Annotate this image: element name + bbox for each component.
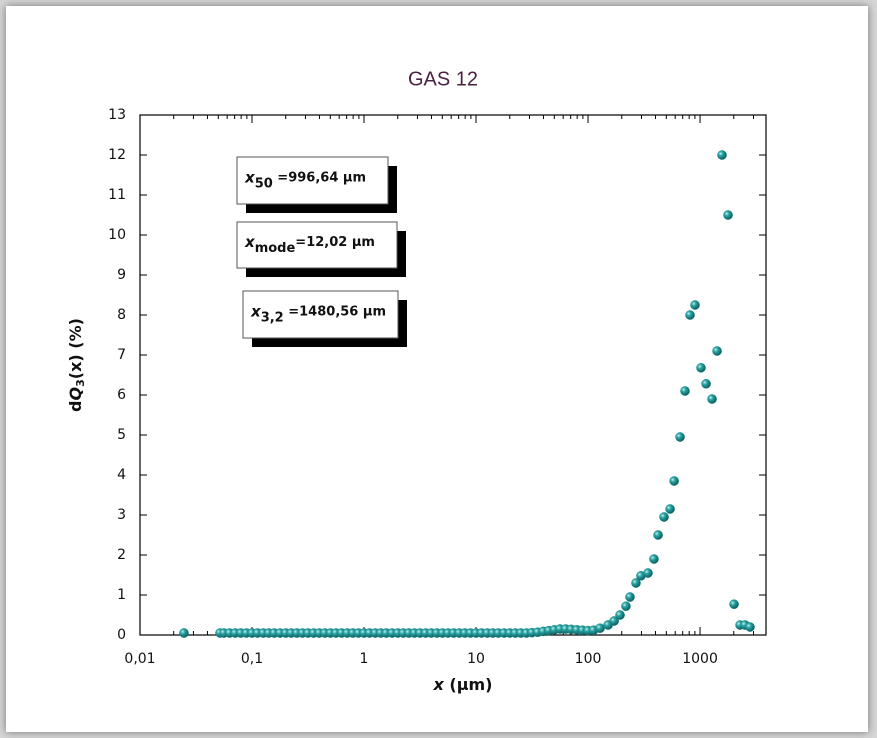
x-tick-label: 1000: [682, 651, 718, 667]
card: [6, 6, 868, 732]
data-point: [669, 476, 679, 486]
text-part: 50: [255, 176, 273, 191]
x-tick-label: 0,1: [241, 651, 263, 667]
data-point: [659, 512, 669, 522]
data-point: [723, 210, 733, 220]
data-point: [643, 568, 653, 578]
data-point: [690, 300, 700, 310]
y-tick-label: 3: [117, 507, 126, 523]
annotation-text: x3,2 =1480,56 μm: [250, 302, 386, 325]
y-tick-label: 1: [117, 587, 126, 603]
chart-title: GAS 12: [408, 68, 478, 90]
data-point: [621, 601, 631, 612]
y-tick-label: 13: [108, 107, 126, 123]
y-tick-label: 6: [117, 387, 126, 403]
y-tick-label: 9: [117, 267, 126, 283]
data-point: [595, 623, 605, 634]
data-point: [685, 310, 695, 320]
x-axis-label: x (μm): [433, 675, 493, 694]
data-point: [179, 628, 189, 638]
y-tick-label: 10: [108, 227, 126, 243]
text-part: x: [244, 168, 256, 186]
data-point: [729, 599, 739, 610]
y-tick-label: 8: [117, 307, 126, 323]
text-part: (x): [66, 354, 85, 379]
annotation-text: x50 =996,64 μm: [244, 168, 366, 191]
text-part: 3,2: [261, 310, 284, 325]
text-part: mode: [255, 241, 296, 256]
y-tick-label: 12: [108, 147, 126, 163]
text-part: =1480,56 μm: [284, 304, 386, 319]
x-tick-label: 1: [360, 651, 369, 667]
data-point: [653, 530, 663, 540]
data-point: [707, 394, 717, 404]
data-point: [615, 610, 625, 620]
y-tick-label: 7: [117, 347, 126, 363]
data-point: [696, 362, 706, 373]
x-tick-label: 0,01: [124, 651, 155, 667]
data-point: [680, 386, 690, 396]
annotation-box: [242, 290, 399, 339]
data-point: [609, 616, 619, 626]
data-point: [717, 150, 727, 160]
y-axis-label: dQ3(x) (%): [66, 318, 88, 412]
text-part: d: [66, 401, 85, 412]
y-tick-label: 5: [117, 427, 126, 443]
text-part: x: [250, 302, 262, 320]
data-point: [625, 592, 635, 602]
x-tick-label: 100: [575, 651, 602, 667]
text-part: =996,64 μm: [273, 170, 366, 185]
data-point: [631, 578, 641, 588]
data-point: [701, 378, 711, 389]
text-part: =12,02 μm: [295, 235, 375, 250]
data-point: [675, 432, 685, 442]
annotation-text: xmode=12,02 μm: [244, 233, 375, 256]
text-part: 3: [74, 379, 87, 387]
data-point: [745, 622, 755, 632]
text-part: (%): [66, 318, 85, 354]
text-part: x: [433, 675, 445, 694]
y-tick-label: 11: [108, 187, 126, 203]
data-point: [649, 554, 659, 564]
text-part: x: [244, 233, 256, 251]
annotation-box: [236, 156, 389, 205]
data-point: [665, 504, 675, 514]
text-part: (μm): [444, 675, 493, 694]
data-point: [712, 346, 722, 356]
annotation-box: [236, 221, 398, 269]
y-tick-label: 2: [117, 547, 126, 563]
plot-frame: [139, 114, 767, 636]
x-tick-label: 10: [467, 651, 485, 667]
y-tick-label: 4: [117, 467, 126, 483]
y-tick-label: 0: [117, 627, 126, 643]
text-part: Q: [66, 387, 85, 401]
